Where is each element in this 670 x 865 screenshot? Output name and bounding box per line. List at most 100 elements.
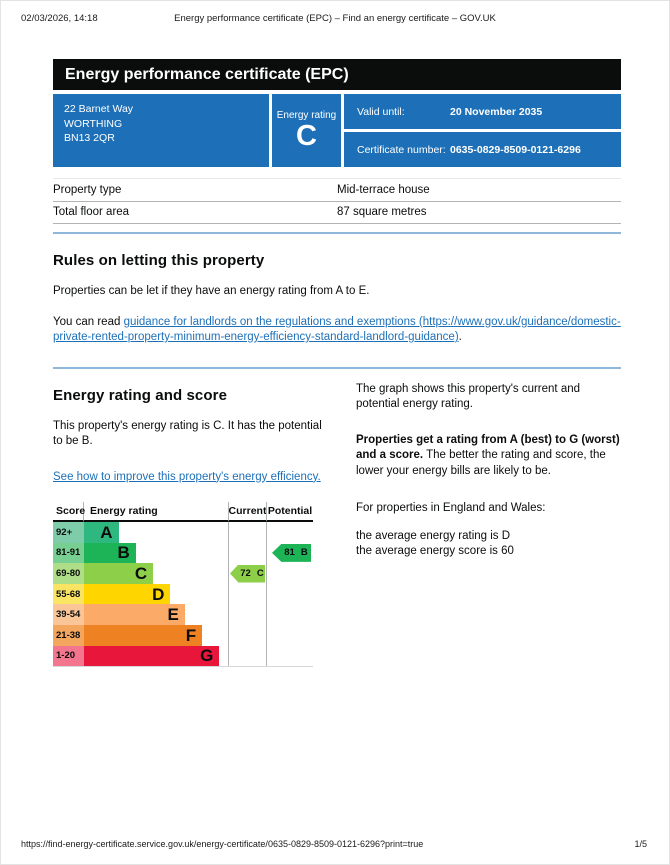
- epc-chart-body: 92+ A 81-91 B 69-80 C 55-68 D 39-54 E 21-38 F 1-20 G …: [53, 522, 313, 667]
- epc-band-letter: A: [100, 522, 113, 542]
- certificate-number-value: 0635-0829-8509-0121-6296: [450, 143, 581, 156]
- epc-current-column: 72 C: [228, 522, 266, 667]
- certificate-number-label: Certificate number:: [357, 143, 446, 156]
- averages-block: the average energy rating is D the averag…: [356, 529, 621, 560]
- epc-score-cell: 1-20: [53, 645, 84, 667]
- row-value: 87 square metres: [337, 206, 427, 218]
- epc-band-row: 92+ A: [53, 522, 228, 543]
- epc-band-row: 21-38 F: [53, 624, 228, 646]
- energy-rating-cell: Energy rating C: [272, 94, 341, 167]
- rating-column-left: Energy rating and score This property's …: [53, 369, 325, 668]
- rating-paragraph: This property's energy rating is C. It h…: [53, 419, 322, 448]
- summary-card: 22 Barnet Way WORTHING BN13 2QR Energy r…: [53, 94, 621, 167]
- chart-header-score: Score: [53, 502, 85, 522]
- valid-until-label: Valid until:: [357, 105, 405, 118]
- section-divider: [53, 366, 621, 369]
- rating-explanation: Properties get a rating from A (best) to…: [356, 433, 621, 480]
- property-address: 22 Barnet Way WORTHING BN13 2QR: [53, 94, 269, 167]
- epc-band-letter: C: [134, 563, 148, 583]
- rating-explanation-bold: Properties get a rating from A (best) to…: [356, 433, 620, 462]
- landlord-guidance-link[interactable]: guidance for landlords on the regulation…: [53, 315, 621, 344]
- epc-score-cell: 55-68: [53, 583, 84, 605]
- energy-rating-value: C: [296, 120, 317, 153]
- epc-band-bar: A: [84, 522, 119, 543]
- guidance-suffix: .: [458, 331, 462, 343]
- epc-potential-column: 81 B: [266, 522, 313, 667]
- epc-chart-header: Score Energy rating Current Potential: [53, 502, 313, 522]
- graph-description: The graph shows this property's current …: [356, 382, 581, 411]
- epc-score-cell: 39-54: [53, 604, 84, 625]
- section-divider: [53, 232, 621, 234]
- epc-band-row: 55-68 D: [53, 583, 228, 605]
- epc-band-letter: E: [167, 605, 179, 625]
- row-label: Property type: [53, 183, 122, 196]
- certificate-number-row: Certificate number: 0635-0829-8509-0121-…: [344, 132, 621, 167]
- address-line-1: 22 Barnet Way: [64, 103, 134, 115]
- rules-heading: Rules on letting this property: [53, 252, 265, 269]
- epc-score-cell: 81-91: [53, 542, 84, 564]
- print-header: 02/03/2026, 14:18 Energy performance cer…: [1, 13, 669, 24]
- epc-band-letter: D: [152, 584, 165, 604]
- epc-bar-area: A: [84, 522, 228, 543]
- epc-bar-area: E: [84, 604, 228, 625]
- valid-until-row: Valid until: 20 November 2035: [344, 94, 621, 129]
- epc-band-bar: F: [84, 624, 203, 646]
- footer-url: https://find-energy-certificate.service.…: [21, 839, 424, 849]
- epc-band-bar: B: [84, 542, 136, 564]
- epc-band-letter: B: [117, 543, 130, 563]
- print-page-title: Energy performance certificate (EPC) – F…: [174, 13, 496, 24]
- guidance-prefix: You can read: [53, 315, 124, 328]
- epc-score-cell: 21-38: [53, 624, 84, 646]
- average-rating-line: the average energy rating is D: [356, 529, 511, 542]
- rating-section: Energy rating and score This property's …: [53, 369, 621, 668]
- epc-bar-area: D: [84, 583, 228, 605]
- epc-bar-area: G: [84, 645, 228, 667]
- certificate-meta: Valid until: 20 November 2035 Certificat…: [344, 94, 621, 167]
- epc-band-letter: G: [200, 646, 214, 666]
- row-label: Total floor area: [53, 206, 130, 218]
- epc-bar-area: B: [84, 542, 228, 564]
- epc-band-bar: G: [84, 645, 220, 667]
- epc-band-letter: F: [185, 625, 197, 645]
- epc-chart: Score Energy rating Current Potential 92…: [53, 502, 313, 668]
- rating-heading: Energy rating and score: [53, 386, 228, 404]
- energy-rating-label: Energy rating: [276, 110, 337, 122]
- current-rating-arrow: 72 C: [230, 564, 265, 583]
- epc-band-bar: E: [84, 604, 185, 625]
- chart-header-current: Current: [228, 502, 266, 522]
- row-value: Mid-terrace house: [337, 183, 430, 196]
- epc-band-row: 69-80 C: [53, 563, 228, 584]
- chart-header-rating: Energy rating: [84, 502, 228, 522]
- improve-efficiency-link[interactable]: See how to improve this property's energ…: [53, 470, 321, 483]
- property-table: Property type Mid-terrace house Total fl…: [53, 178, 621, 224]
- epc-band-bar: C: [84, 563, 154, 584]
- epc-score-cell: 69-80: [53, 563, 84, 584]
- epc-band-row: 81-91 B: [53, 542, 228, 564]
- chart-header-potential: Potential: [266, 502, 313, 522]
- epc-bar-area: C: [84, 563, 228, 584]
- address-line-3: BN13 2QR: [64, 132, 115, 145]
- valid-until-value: 20 November 2035: [450, 105, 543, 118]
- footer-page-number: 1/5: [634, 839, 647, 849]
- certificate-banner: Energy performance certificate (EPC): [53, 59, 621, 90]
- potential-rating-arrow: 81 B: [272, 543, 311, 562]
- rating-explanation-rest: The better the rating and score, the low…: [356, 449, 606, 477]
- average-score-line: the average energy score is 60: [356, 545, 514, 557]
- rules-guidance-paragraph: You can read guidance for landlords on t…: [53, 315, 621, 346]
- epc-band-bar: D: [84, 583, 171, 605]
- address-line-2: WORTHING: [64, 117, 123, 130]
- banner-title: Energy performance certificate (EPC): [65, 65, 349, 83]
- epc-band-rows: 92+ A 81-91 B 69-80 C 55-68 D 39-54 E 21-38 F 1-20 G: [53, 522, 228, 667]
- certificate-content: Energy performance certificate (EPC) 22 …: [53, 59, 621, 668]
- epc-bar-area: F: [84, 624, 228, 646]
- epc-band-row: 39-54 E: [53, 604, 228, 625]
- rating-column-right: The graph shows this property's current …: [356, 369, 621, 668]
- england-wales-note: For properties in England and Wales:: [356, 502, 546, 514]
- rules-paragraph: Properties can be let if they have an en…: [53, 285, 370, 297]
- print-datetime: 02/03/2026, 14:18: [21, 13, 98, 24]
- table-row: Total floor area 87 square metres: [53, 202, 621, 224]
- epc-band-row: 1-20 G: [53, 645, 228, 667]
- table-row: Property type Mid-terrace house: [53, 178, 621, 202]
- epc-score-cell: 92+: [53, 522, 84, 543]
